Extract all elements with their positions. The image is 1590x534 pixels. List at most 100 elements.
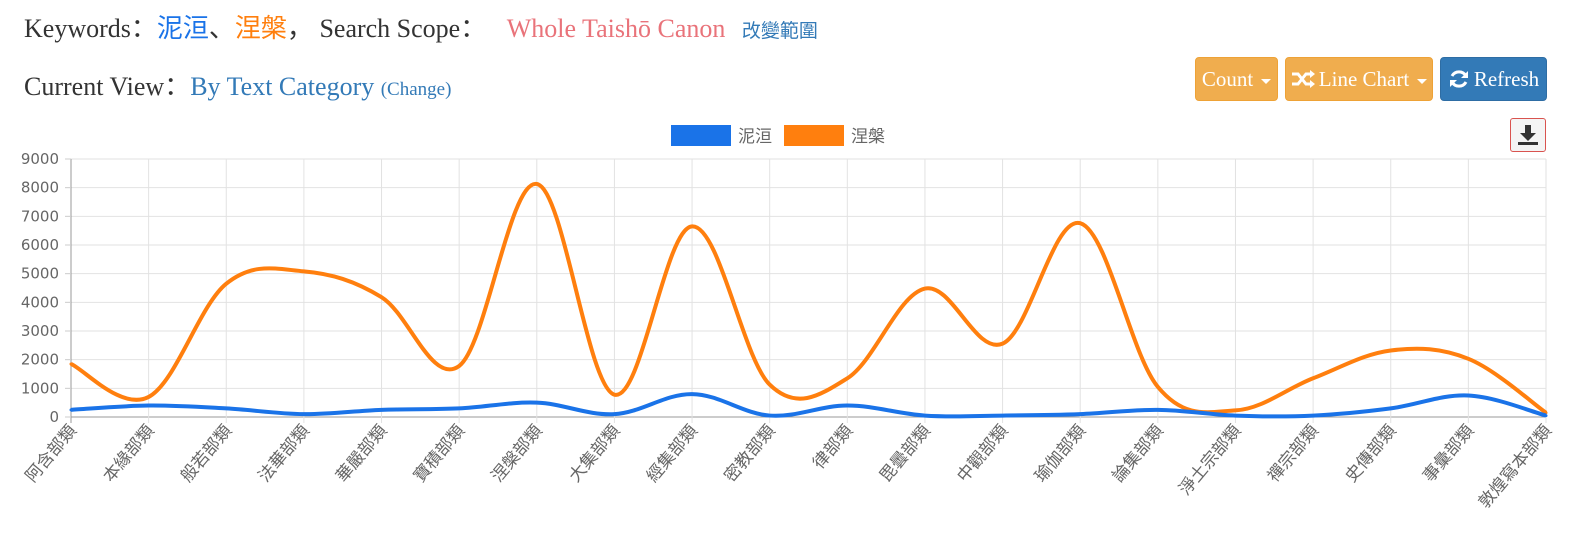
x-tick-label: 論集部類 [1109,421,1168,486]
refresh-icon [1449,70,1468,88]
data-point[interactable] [1078,412,1082,416]
caret-down-icon [1417,78,1428,84]
x-tick-label: 涅槃部類 [488,421,547,486]
data-point[interactable] [1001,342,1005,346]
data-point[interactable] [69,408,73,412]
data-point[interactable] [1389,406,1393,410]
chart-legend: 泥洹 涅槃 [671,125,885,147]
line-chart: 泥洹 涅槃 0 1000 2000 3000 4000 5000 6000 7000 8000 90… [21,125,1556,512]
data-point[interactable] [768,414,772,418]
keywords-line: Keywords：泥洹、涅槃， Search Scope： Whole Tais… [24,8,818,45]
x-tick-label: 瑜伽部類 [1031,421,1090,486]
data-point[interactable] [224,282,228,286]
chart-grid [70,158,1547,423]
x-tick-label: 毘曇部類 [876,421,935,486]
data-point[interactable] [845,376,849,380]
series-line[interactable] [70,392,1547,419]
y-tick-label: 2000 [21,351,59,369]
data-point[interactable] [690,224,694,228]
x-tick-label: 經集部類 [643,421,702,486]
data-point[interactable] [1311,414,1315,418]
x-tick-label: 史傳部類 [1342,421,1401,486]
shuffle-icon [1291,70,1315,88]
x-tick-label: 中觀部類 [953,421,1012,486]
data-point[interactable] [923,414,927,418]
scope-label: Search Scope： [319,14,487,43]
data-point[interactable] [380,408,384,412]
data-point[interactable] [1078,221,1082,225]
data-point[interactable] [1389,348,1393,352]
data-point[interactable] [923,287,927,291]
x-tick-label: 事彙部類 [1419,421,1478,486]
data-point[interactable] [1233,408,1237,412]
y-tick-label: 9000 [21,150,59,168]
download-icon [1518,125,1538,145]
data-point[interactable] [612,412,616,416]
legend-label[interactable]: 涅槃 [851,127,885,147]
data-point[interactable] [1233,414,1237,418]
caret-down-icon [1261,78,1272,84]
x-tick-label: 華嚴部類 [332,421,391,486]
change-scope-link[interactable]: 改變範圍 [741,20,818,42]
keyword-2[interactable]: 涅槃 [234,14,287,44]
keywords-label: Keywords： [24,14,157,43]
chart-series [69,181,1548,419]
y-tick-label: 5000 [21,265,59,283]
data-point[interactable] [147,395,151,399]
count-label: Count [1201,66,1254,91]
chart-type-dropdown-button[interactable]: Line Chart [1285,57,1433,101]
y-tick-label: 0 [49,408,59,426]
legend-swatch [784,125,844,146]
y-tick-label: 6000 [21,236,59,254]
x-tick-label: 般若部類 [177,421,236,486]
count-dropdown-button[interactable]: Count [1195,57,1278,101]
data-point[interactable] [1311,376,1315,380]
data-point[interactable] [224,406,228,410]
x-tick-label: 阿含部類 [22,421,81,486]
data-point[interactable] [1544,414,1548,418]
data-point[interactable] [690,392,694,396]
keyword-1[interactable]: 泥洹 [156,14,209,44]
legend-swatch [671,125,731,146]
refresh-button[interactable]: Refresh [1440,57,1547,101]
data-point[interactable] [69,362,73,366]
data-point[interactable] [457,406,461,410]
x-tick-label: 本緣部類 [99,421,158,486]
data-point[interactable] [302,269,306,273]
keyword-separator: 、 [208,14,235,44]
download-button[interactable] [1510,118,1546,152]
data-point[interactable] [1001,414,1005,418]
view-line: Current View：By Text Category (Change) [24,66,451,103]
data-point[interactable] [535,182,539,186]
data-point[interactable] [302,412,306,416]
x-tick-label: 禪宗部類 [1264,421,1323,486]
view-value-link[interactable]: By Text Category [190,72,375,101]
x-tick-label: 寶積部類 [409,421,469,487]
legend-label[interactable]: 泥洹 [738,127,772,147]
x-tick-label: 淨土宗部類 [1175,421,1245,499]
x-tick-label: 大集部類 [565,421,624,486]
y-tick-label: 7000 [21,207,59,225]
data-point[interactable] [457,364,461,368]
data-point[interactable] [1156,385,1160,389]
scope-value: Whole Taishō Canon [506,14,726,43]
data-point[interactable] [147,404,151,408]
x-tick-label: 密教部類 [720,421,779,486]
x-tick-label: 敦煌寫本部類 [1475,421,1556,512]
chart-type-label: Line Chart [1318,66,1410,91]
data-point[interactable] [768,383,772,387]
data-point[interactable] [1156,408,1160,412]
view-change-link[interactable]: (Change) [380,79,452,100]
y-tick-label: 4000 [21,293,59,311]
data-point[interactable] [380,295,384,299]
x-tick-label: 律部類 [809,421,857,473]
data-point[interactable] [845,404,849,408]
series-line[interactable] [70,181,1548,415]
data-point[interactable] [1466,394,1470,397]
y-tick-label: 8000 [21,179,59,197]
data-point[interactable] [1466,357,1470,361]
data-point[interactable] [535,401,539,405]
view-label: Current View： [24,72,191,101]
y-tick-label: 3000 [21,322,59,340]
data-point[interactable] [612,393,616,397]
